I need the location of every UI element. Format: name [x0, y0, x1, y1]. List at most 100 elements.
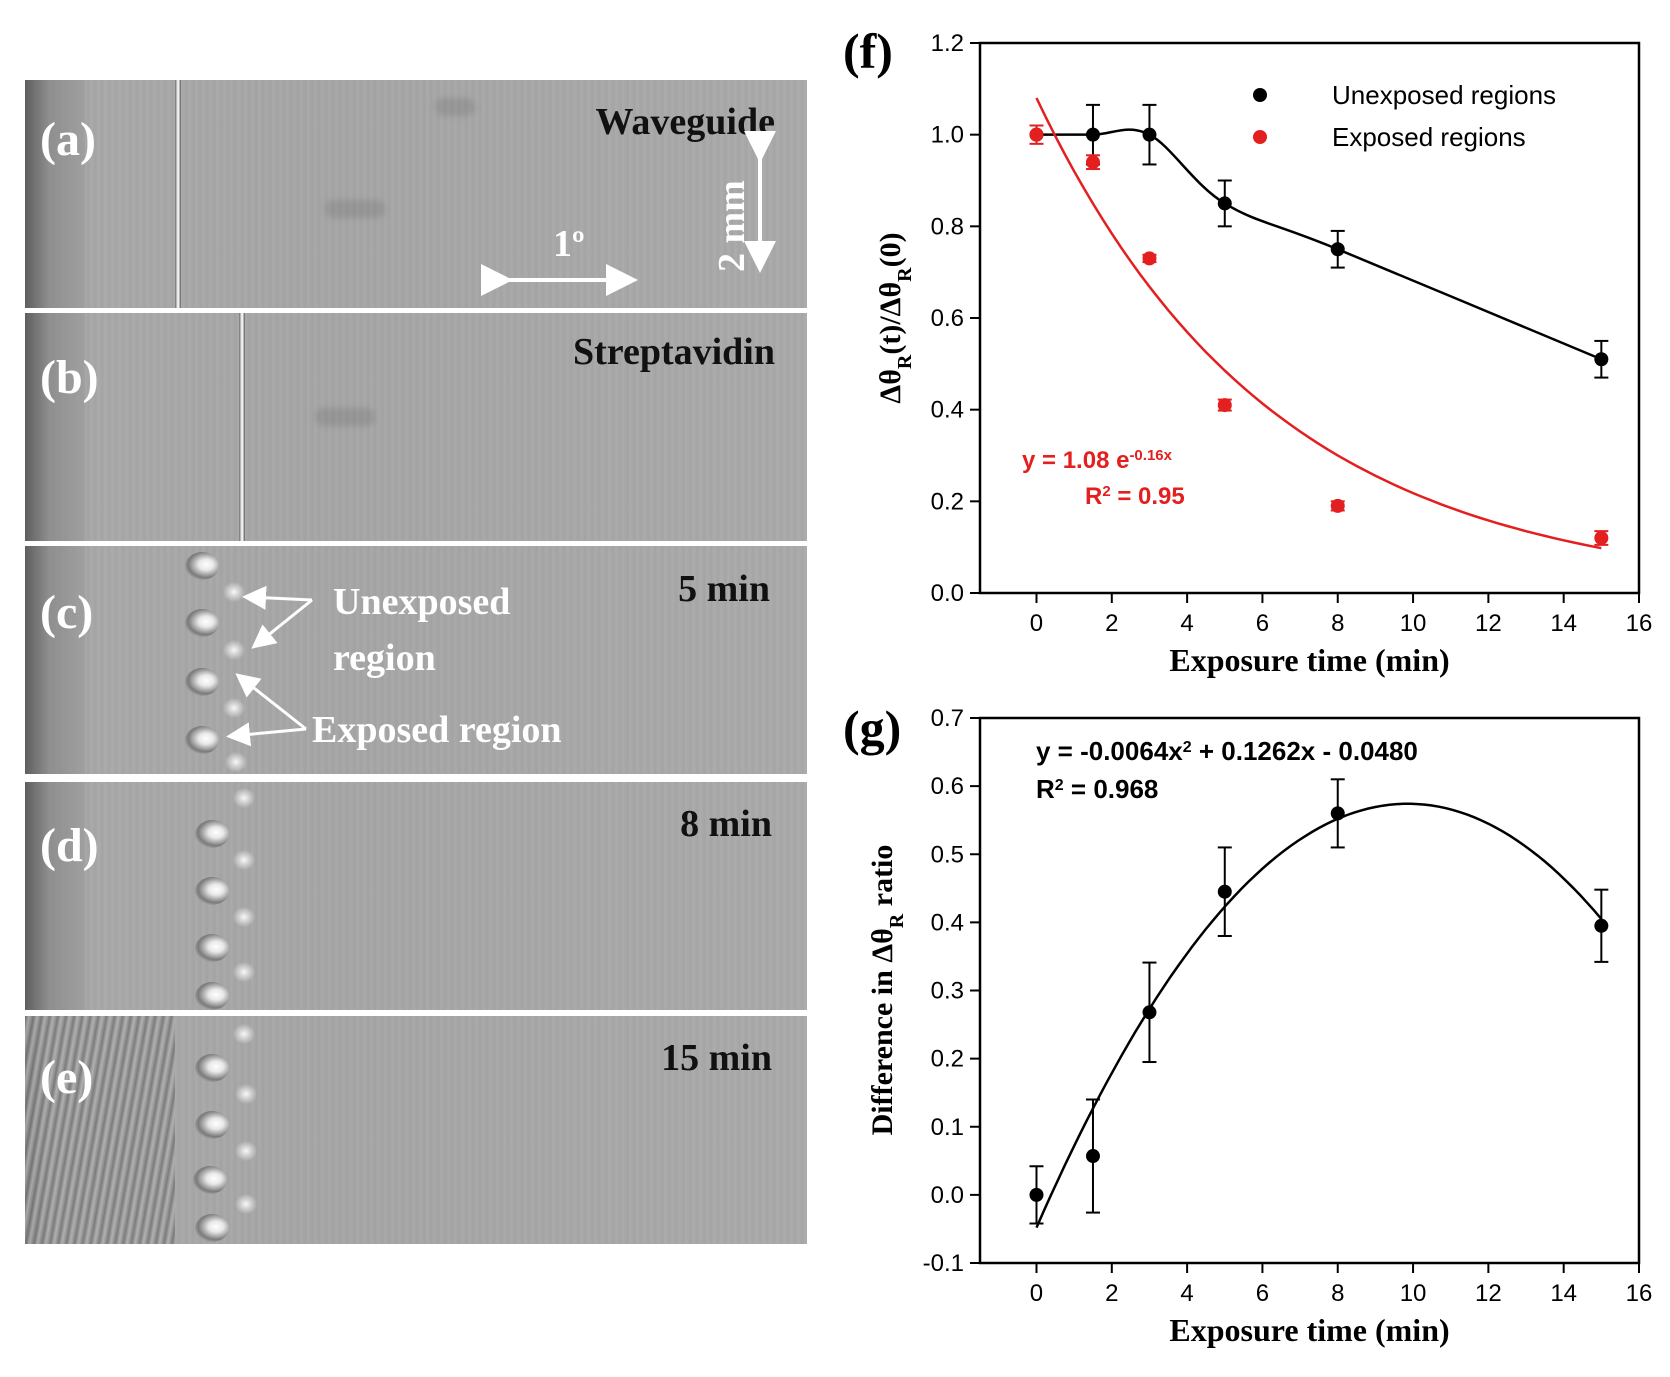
y-tick-label: 1.0	[931, 122, 964, 149]
exposed-spot	[185, 668, 219, 696]
exposed-spot	[195, 1214, 229, 1242]
exposed-spot	[195, 982, 229, 1010]
image-texture	[25, 80, 807, 308]
x-tick-label: 6	[1256, 1280, 1269, 1307]
x-axis-label: Exposure time (min)	[1169, 1312, 1449, 1348]
y-tick-label: 0.0	[931, 1182, 964, 1209]
panel-d-title: 8 min	[680, 803, 772, 845]
fit-equation: y = 1.08 e-0.16x	[1022, 447, 1173, 475]
data-point	[1330, 242, 1345, 257]
data-point	[1029, 127, 1044, 142]
fit-r-squared: R2 = 0.968	[1036, 774, 1158, 804]
unexposed-annotation-line2: region	[333, 637, 436, 679]
x-tick-label: 0	[1030, 610, 1043, 637]
data-point	[1142, 127, 1157, 142]
surface-defect	[325, 200, 385, 218]
unexposed-arrow	[251, 598, 313, 649]
data-point	[1217, 398, 1232, 413]
exposed-annotation: Exposed region	[312, 709, 562, 751]
unexposed-spot	[233, 907, 255, 927]
data-point	[1594, 918, 1609, 933]
y-tick-label: 0.4	[931, 909, 964, 936]
y-tick-label: 0.3	[931, 978, 964, 1005]
resonance-line	[239, 313, 245, 541]
data-point	[1029, 1187, 1044, 1202]
legend-marker-unexposed	[1253, 88, 1267, 102]
y-tick-label: 0.6	[931, 773, 964, 800]
data-point	[1142, 251, 1157, 266]
surface-defect	[315, 408, 375, 426]
y-tick-label: -0.1	[923, 1250, 964, 1277]
left-fringe	[25, 546, 85, 774]
plot-frame	[978, 41, 1641, 595]
unexposed-spot	[223, 640, 245, 660]
y-axis-label: Difference in ΔθR ratio	[866, 845, 908, 1136]
scale-angle-label: 1º	[553, 223, 585, 265]
x-axis-label: Exposure time (min)	[1169, 642, 1449, 678]
panel-b-title: Streptavidin	[572, 331, 775, 373]
x-tick-label: 4	[1180, 610, 1193, 637]
unexposed-series-line	[1036, 128, 1602, 361]
image-texture	[25, 313, 807, 541]
x-tick-label: 0	[1030, 1280, 1043, 1307]
left-fringe	[25, 782, 85, 1010]
legend-label-exposed: Exposed regions	[1332, 122, 1526, 152]
unexposed-spot	[223, 582, 245, 602]
surface-defect	[435, 98, 475, 116]
chart-f-legend: Unexposed regions Exposed regions	[1253, 80, 1556, 152]
unexposed-arrow	[242, 585, 313, 610]
exposed-spot	[185, 609, 219, 637]
unexposed-annotation-line1: Unexposed	[333, 581, 511, 623]
data-point	[1330, 498, 1345, 513]
image-texture	[25, 782, 807, 1010]
exposed-spot	[195, 1111, 229, 1139]
x-tick-label: 4	[1180, 1280, 1193, 1307]
fit-equation: y = -0.0064x2 + 0.1262x - 0.0480	[1036, 736, 1418, 766]
panel-c-image	[25, 546, 807, 774]
x-tick-label: 8	[1331, 1280, 1344, 1307]
data-point	[1085, 155, 1100, 170]
data-point	[1085, 127, 1100, 142]
y-axis-label: ΔθR(t)/ΔθR(0)	[874, 232, 916, 403]
x-tick-label: 2	[1105, 610, 1118, 637]
y-tick-label: 0.0	[931, 580, 964, 607]
unexposed-spot	[233, 962, 255, 982]
exponential-fit-line	[1035, 97, 1602, 550]
x-tick-label: 14	[1550, 610, 1577, 637]
exposed-arrow	[235, 673, 307, 731]
y-tick-label: 0.5	[931, 841, 964, 868]
exposed-spot	[193, 1166, 227, 1194]
chart-g-series	[1029, 778, 1609, 1229]
chart-f-series	[1029, 97, 1609, 550]
y-tick-label: 0.1	[931, 1114, 964, 1141]
unexposed-spot	[233, 850, 255, 870]
x-tick-label: 10	[1400, 1280, 1427, 1307]
exposed-spot	[185, 726, 219, 754]
x-tick-label: 16	[1626, 1280, 1653, 1307]
y-tick-label: 0.6	[931, 305, 964, 332]
left-fringe	[25, 1016, 175, 1244]
unexposed-spot	[233, 788, 255, 808]
chart-axes: 0 2 4 6 8 10 12 14 16 -0.1 0.0 0.1 0.2 0.3 0.4 0.5 0.6 0.…	[923, 705, 1653, 1348]
chart-g-panel-label: (g)	[843, 700, 901, 756]
data-point	[1594, 352, 1609, 367]
y-tick-label: 1.2	[931, 30, 964, 57]
data-point	[1217, 884, 1232, 899]
x-tick-label: 16	[1626, 610, 1653, 637]
y-tick-label: 0.4	[931, 397, 964, 424]
panel-label-e: (e)	[40, 1051, 94, 1104]
data-point	[1330, 806, 1345, 821]
panel-c-title: 5 min	[678, 568, 770, 610]
panel-label-a: (a)	[40, 113, 96, 166]
chart-axes: 0 2 4 6 8 10 12 14 16 0.0 0.2 0.4 0.6 0.8 1.0 1.2 Exposu…	[931, 30, 1653, 678]
exposed-spot	[195, 877, 229, 905]
panel-a-image	[25, 80, 807, 308]
unexposed-spot	[233, 1024, 255, 1044]
chart-f-panel-label: (f)	[843, 23, 893, 79]
exposed-spot	[185, 552, 219, 580]
panel-label-c: (c)	[40, 586, 94, 639]
exposed-spot	[195, 934, 229, 962]
x-tick-label: 14	[1550, 1280, 1577, 1307]
